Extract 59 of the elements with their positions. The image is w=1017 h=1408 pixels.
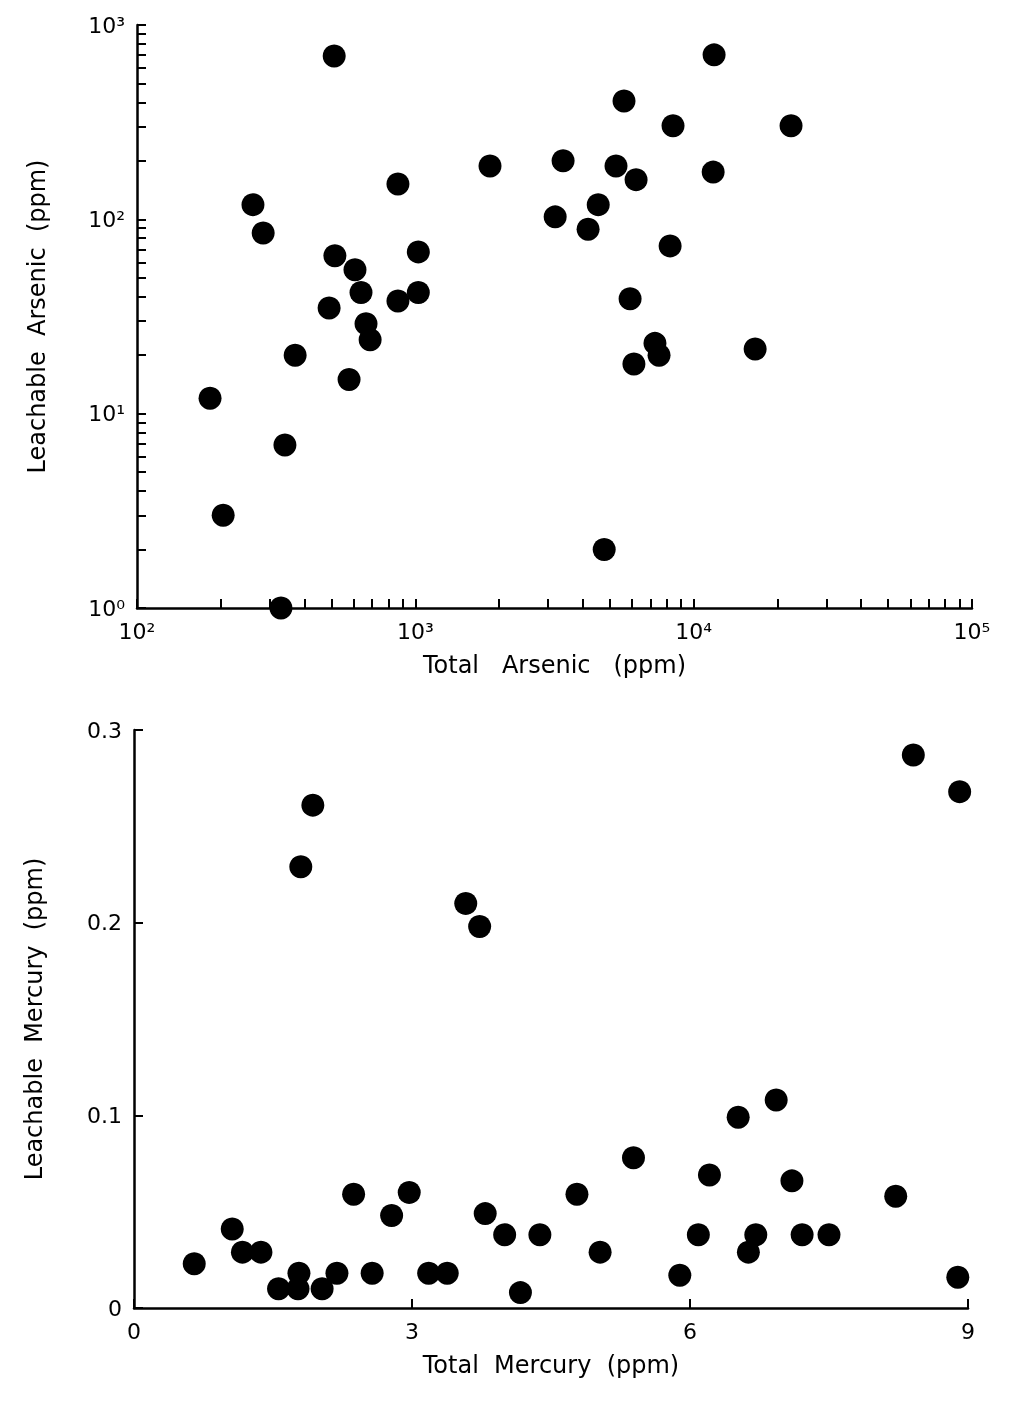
point <box>417 1261 441 1285</box>
y-tick-label: 0.3 <box>87 717 122 743</box>
x-axis-title: Total Arsenic (ppm) <box>421 651 687 679</box>
point <box>946 1265 970 1289</box>
point <box>668 1263 692 1287</box>
y-tick-label: 0 <box>108 1295 122 1321</box>
x-tick-label: 6 <box>683 1318 697 1344</box>
point <box>397 1180 421 1204</box>
y-tick-label: 10³ <box>88 12 125 38</box>
point <box>697 1163 721 1187</box>
point <box>948 780 972 804</box>
point <box>901 743 925 767</box>
point <box>289 855 313 879</box>
point <box>473 1202 497 1226</box>
point <box>790 1223 814 1247</box>
point <box>230 1240 254 1264</box>
x-tick-label: 3 <box>405 1318 419 1344</box>
point <box>528 1223 552 1247</box>
point <box>182 1252 206 1276</box>
point <box>380 1204 404 1228</box>
y-tick-label: 10² <box>88 206 125 232</box>
y-tick-label: 0.2 <box>87 910 122 936</box>
point <box>267 1277 291 1301</box>
point <box>310 1277 334 1301</box>
y-axis-title: Leachable Arsenic (ppm) <box>23 159 51 474</box>
point <box>764 1088 788 1112</box>
point <box>736 1240 760 1264</box>
y-tick-label: 10¹ <box>88 401 125 427</box>
point <box>454 891 478 915</box>
point <box>622 1146 645 1170</box>
x-tick-label: 10⁴ <box>675 618 713 644</box>
point <box>301 793 325 817</box>
point <box>565 1182 589 1206</box>
point <box>249 1240 273 1264</box>
point <box>325 1261 349 1285</box>
x-tick-label: 10⁵ <box>953 618 991 644</box>
point <box>780 1169 804 1193</box>
point <box>287 1261 311 1285</box>
y-tick-label: 10⁰ <box>88 595 126 621</box>
point <box>493 1223 517 1247</box>
point <box>508 1281 532 1305</box>
point <box>468 915 492 939</box>
point <box>220 1217 244 1241</box>
x-axis-title: Total Mercury (ppm) <box>421 1351 680 1379</box>
point <box>360 1261 384 1285</box>
point <box>884 1184 908 1208</box>
y-tick-label: 0.1 <box>87 1102 122 1128</box>
point <box>726 1105 750 1129</box>
point <box>342 1182 366 1206</box>
x-tick-label: 10² <box>118 618 156 644</box>
x-tick-label: 9 <box>961 1318 975 1344</box>
point <box>744 1223 768 1247</box>
point <box>435 1261 459 1285</box>
y-axis-title: Leachable Mercury (ppm) <box>20 857 48 1181</box>
x-tick-label: 0 <box>127 1318 141 1344</box>
point <box>686 1223 710 1247</box>
point <box>817 1223 841 1247</box>
x-tick-label: 10³ <box>396 618 434 644</box>
point <box>588 1240 612 1264</box>
